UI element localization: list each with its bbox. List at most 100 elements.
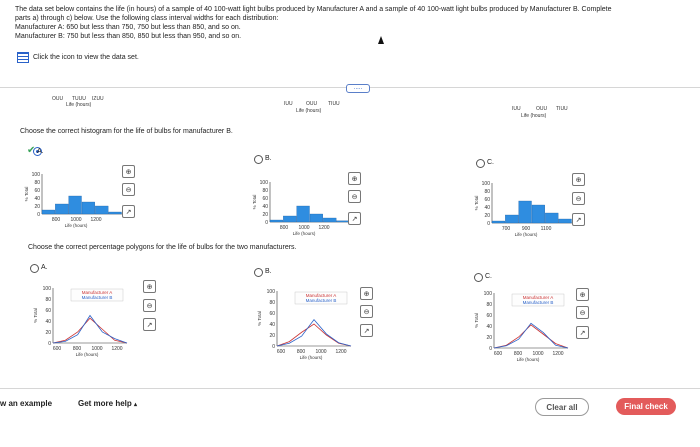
q3-option-c-label: C. <box>485 273 492 280</box>
y-tick-label: 20 <box>45 330 51 336</box>
y-tick-label: 100 <box>43 286 52 292</box>
q3-option-b-radio[interactable] <box>254 268 263 277</box>
y-axis-label: % Total <box>33 308 38 323</box>
q3c-zoom-out-icon[interactable]: ⊖ <box>576 306 589 319</box>
q3-option-c-polygon: 100 80 60 40 20 0 % Total Manufacturer AManufac… <box>474 291 569 362</box>
y-tick-label: 60 <box>269 311 275 317</box>
q3a-zoom-in-icon[interactable]: ⊕ <box>143 280 156 293</box>
histogram-bar <box>296 205 310 223</box>
manufacturer-a-polygon <box>493 324 569 349</box>
y-tick-label: 20 <box>34 204 40 210</box>
manufacturer-a-polygon <box>52 317 128 344</box>
q2-option-b-radio[interactable] <box>254 155 263 164</box>
y-tick-label: 60 <box>484 197 490 203</box>
q3a-zoom-out-icon[interactable]: ⊖ <box>143 299 156 312</box>
histogram-bar <box>68 195 82 215</box>
x-tick-label: 1000 <box>70 217 81 223</box>
intro-line-3: Manufacturer A: 650 but less than 750, 7… <box>15 24 241 31</box>
clear-all-button[interactable]: Clear all <box>535 398 589 416</box>
legend-box <box>511 293 565 307</box>
x-tick-label: 1000 <box>91 346 102 352</box>
cursor-icon <box>378 36 384 44</box>
prev-tick-left-3: IZUU <box>92 96 104 102</box>
y-tick-label: 60 <box>262 196 268 202</box>
legend-box <box>70 288 124 302</box>
x-axis-label: Life (hours) <box>65 223 88 228</box>
prev-tick-right-3: TIUU <box>556 106 568 112</box>
y-tick-label: 20 <box>262 212 268 218</box>
q3-option-c-radio[interactable] <box>474 273 483 282</box>
x-tick-label: 1200 <box>318 225 329 231</box>
q3b-zoom-out-icon[interactable]: ⊖ <box>360 305 373 318</box>
y-tick-label: 0 <box>272 344 275 350</box>
y-axis-label: % Total <box>257 311 262 326</box>
q2a-zoom-in-icon[interactable]: ⊕ <box>122 165 135 178</box>
prev-xlabel-left: Life (hours) <box>66 102 92 108</box>
prev-tick-left-2: TUUU <box>72 96 86 102</box>
q2b-zoom-out-icon[interactable]: ⊖ <box>348 190 361 203</box>
y-tick-label: 20 <box>269 333 275 339</box>
y-tick-label: 80 <box>34 180 40 186</box>
q2b-popout-icon[interactable]: ↗ <box>348 212 361 225</box>
q3-option-a-radio[interactable] <box>30 264 39 273</box>
view-example-link[interactable]: w an example <box>0 399 53 408</box>
x-axis-label: Life (hours) <box>76 352 99 357</box>
legend-manufacturer-a: Manufacturer A <box>82 290 113 295</box>
x-axis-label: Life (hours) <box>517 357 540 362</box>
y-tick-label: 80 <box>45 297 51 303</box>
x-tick-label: 800 <box>52 217 61 223</box>
prev-tick-right-2: OUU <box>536 106 548 112</box>
q2c-zoom-out-icon[interactable]: ⊖ <box>572 192 585 205</box>
caret-up-icon: ▴ <box>134 402 138 408</box>
get-more-help-link[interactable]: Get more help ▴ <box>78 399 137 408</box>
expand-more-button[interactable]: ..... <box>346 84 370 93</box>
y-tick-label: 0 <box>48 341 51 347</box>
legend-manufacturer-a: Manufacturer A <box>306 293 337 298</box>
final-check-button[interactable]: Final check <box>616 398 676 415</box>
q2-option-a-radio[interactable] <box>33 147 42 156</box>
q3b-zoom-in-icon[interactable]: ⊕ <box>360 287 373 300</box>
q3a-popout-icon[interactable]: ↗ <box>143 318 156 331</box>
histogram-bar <box>491 220 505 224</box>
y-tick-label: 60 <box>45 308 51 314</box>
prev-tick-mid-1: IUU <box>284 101 293 107</box>
data-set-link[interactable]: Click the icon to view the data set. <box>33 54 139 61</box>
y-tick-label: 20 <box>486 335 492 341</box>
q2b-zoom-in-icon[interactable]: ⊕ <box>348 172 361 185</box>
manufacturer-b-polygon <box>52 314 128 344</box>
x-tick-label: 1000 <box>315 349 326 355</box>
q2-option-c-radio[interactable] <box>476 159 485 168</box>
x-tick-label: 1200 <box>335 349 346 355</box>
x-tick-label: 600 <box>277 349 286 355</box>
prev-tick-left-1: OUU <box>52 96 64 102</box>
intro-line-4: Manufacturer B: 750 but less than 850, 8… <box>15 33 242 40</box>
q3b-popout-icon[interactable]: ↗ <box>360 324 373 337</box>
data-table-icon[interactable] <box>17 52 29 63</box>
prev-tick-mid-2: OUU <box>306 101 318 107</box>
q2c-popout-icon[interactable]: ↗ <box>572 213 585 226</box>
intro-line-1: The data set below contains the life (in… <box>15 6 612 13</box>
get-more-help-label: Get more help <box>78 399 132 408</box>
legend-manufacturer-b: Manufacturer B <box>306 298 337 303</box>
q2c-zoom-in-icon[interactable]: ⊕ <box>572 173 585 186</box>
y-tick-label: 40 <box>262 204 268 210</box>
q3c-zoom-in-icon[interactable]: ⊕ <box>576 288 589 301</box>
q3-option-b-polygon: 100 80 60 40 20 0 % Total Manufacturer AManufac… <box>257 289 352 360</box>
y-tick-label: 80 <box>484 189 490 195</box>
y-tick-label: 100 <box>267 289 276 295</box>
y-tick-label: 0 <box>37 212 40 218</box>
y-tick-label: 100 <box>260 180 269 186</box>
x-tick-label: 600 <box>494 351 503 357</box>
q3c-popout-icon[interactable]: ↗ <box>576 326 589 339</box>
q2-option-b-label: B. <box>265 155 272 162</box>
q2-option-a-label: A. <box>37 148 44 155</box>
x-axis-label: Life (hours) <box>515 232 538 237</box>
y-tick-label: 80 <box>269 300 275 306</box>
x-tick-label: 700 <box>502 226 511 232</box>
x-tick-label: 800 <box>73 346 82 352</box>
prev-xlabel-right: Life (hours) <box>521 113 547 119</box>
q2a-zoom-out-icon[interactable]: ⊖ <box>122 183 135 196</box>
q2a-popout-icon[interactable]: ↗ <box>122 205 135 218</box>
histogram-bar <box>518 200 532 224</box>
